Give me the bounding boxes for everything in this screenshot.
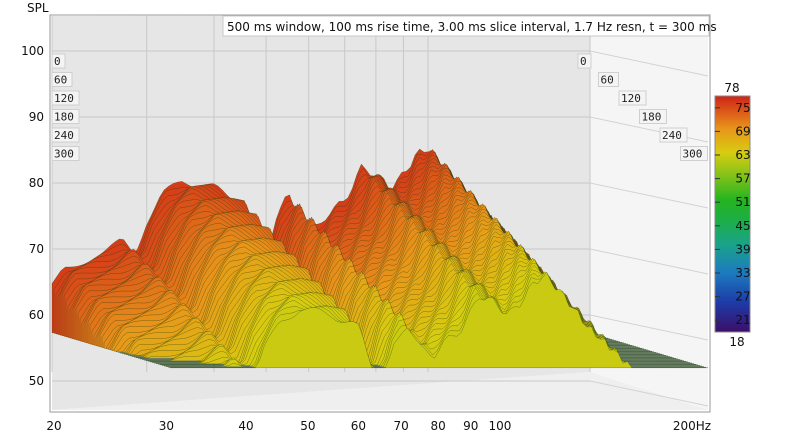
grid-line-depth	[589, 248, 709, 275]
x-ticks: 20 30 40 50 60 70 80 90 100 200Hz	[46, 419, 711, 433]
colorbar: 78 18 21 27 33 39 45 51 57 63 69 75	[714, 81, 751, 349]
colorbar-tick-label: 75	[735, 101, 750, 115]
time-label-box	[51, 72, 73, 87]
time-label-box	[51, 53, 66, 69]
time-label-box	[51, 146, 80, 161]
time-label-right: 60	[601, 74, 614, 87]
time-label-box	[639, 109, 667, 124]
grid-line-depth	[589, 314, 709, 341]
back-wall-right	[590, 15, 708, 410]
colorbar-max-label: 78	[724, 81, 739, 95]
x-tick-label: 200Hz	[673, 419, 711, 433]
time-label-box	[577, 53, 592, 69]
colorbar-tick-label: 69	[735, 124, 750, 138]
colorbar-gradient	[714, 95, 751, 333]
grid-line-depth	[589, 50, 709, 77]
y-ticks: 50 60 70 80 90 100	[21, 44, 44, 388]
colorbar-tick-label: 39	[735, 242, 750, 256]
x-tick-label: 40	[238, 419, 253, 433]
time-label-left: 300	[54, 148, 74, 161]
colorbar-tick-label: 45	[735, 219, 750, 233]
x-tick-label: 90	[463, 419, 478, 433]
x-tick-label: 80	[430, 419, 445, 433]
grid-line-depth	[589, 380, 709, 407]
colorbar-tick-label: 63	[735, 148, 750, 162]
chart-title: 500 ms window, 100 ms rise time, 3.00 ms…	[227, 20, 717, 34]
colorbar-tick-label: 27	[735, 290, 750, 304]
time-label-box	[659, 127, 688, 143]
grid-line-depth	[589, 182, 709, 209]
x-tick-label: 70	[393, 419, 408, 433]
x-tick-label: 30	[159, 419, 174, 433]
y-tick-label: 100	[21, 44, 44, 58]
colorbar-tick-label: 57	[735, 172, 750, 186]
time-label-left: 60	[54, 74, 67, 87]
colorbar-tick-label: 33	[735, 266, 750, 280]
time-label-right: 0	[580, 55, 587, 68]
colorbar-min-label: 18	[729, 335, 744, 349]
surface-slice	[170, 271, 708, 369]
x-tick-label: 60	[351, 419, 366, 433]
waterfall-surface	[51, 148, 708, 369]
time-label-box	[598, 72, 619, 87]
plot-frame	[49, 14, 711, 413]
time-label-left: 180	[54, 111, 74, 124]
time-label-box	[680, 146, 708, 161]
title-box	[222, 15, 710, 37]
time-label-box	[51, 109, 80, 124]
x-tick-label: 100	[488, 419, 511, 433]
time-label-left: 240	[54, 129, 74, 142]
time-label-right: 300	[683, 148, 703, 161]
y-tick-label: 80	[29, 176, 44, 190]
y-axis-label: SPL	[27, 1, 49, 15]
time-label-right: 240	[662, 129, 682, 142]
grid-line-depth	[589, 116, 709, 143]
y-tick-label: 60	[29, 308, 44, 322]
colorbar-tick-label: 21	[735, 313, 750, 327]
x-tick-label: 50	[300, 419, 315, 433]
x-tick-label: 20	[46, 419, 61, 433]
time-label-left: 0	[54, 55, 61, 68]
time-label-left: 120	[54, 92, 74, 105]
y-tick-label: 50	[29, 374, 44, 388]
time-label-right: 180	[642, 111, 662, 124]
time-label-right: 120	[621, 92, 641, 105]
y-tick-label: 70	[29, 242, 44, 256]
y-tick-label: 90	[29, 110, 44, 124]
time-label-box	[51, 90, 80, 106]
time-label-box	[51, 127, 80, 143]
time-label-box	[618, 90, 647, 106]
colorbar-tick-label: 51	[735, 195, 750, 209]
